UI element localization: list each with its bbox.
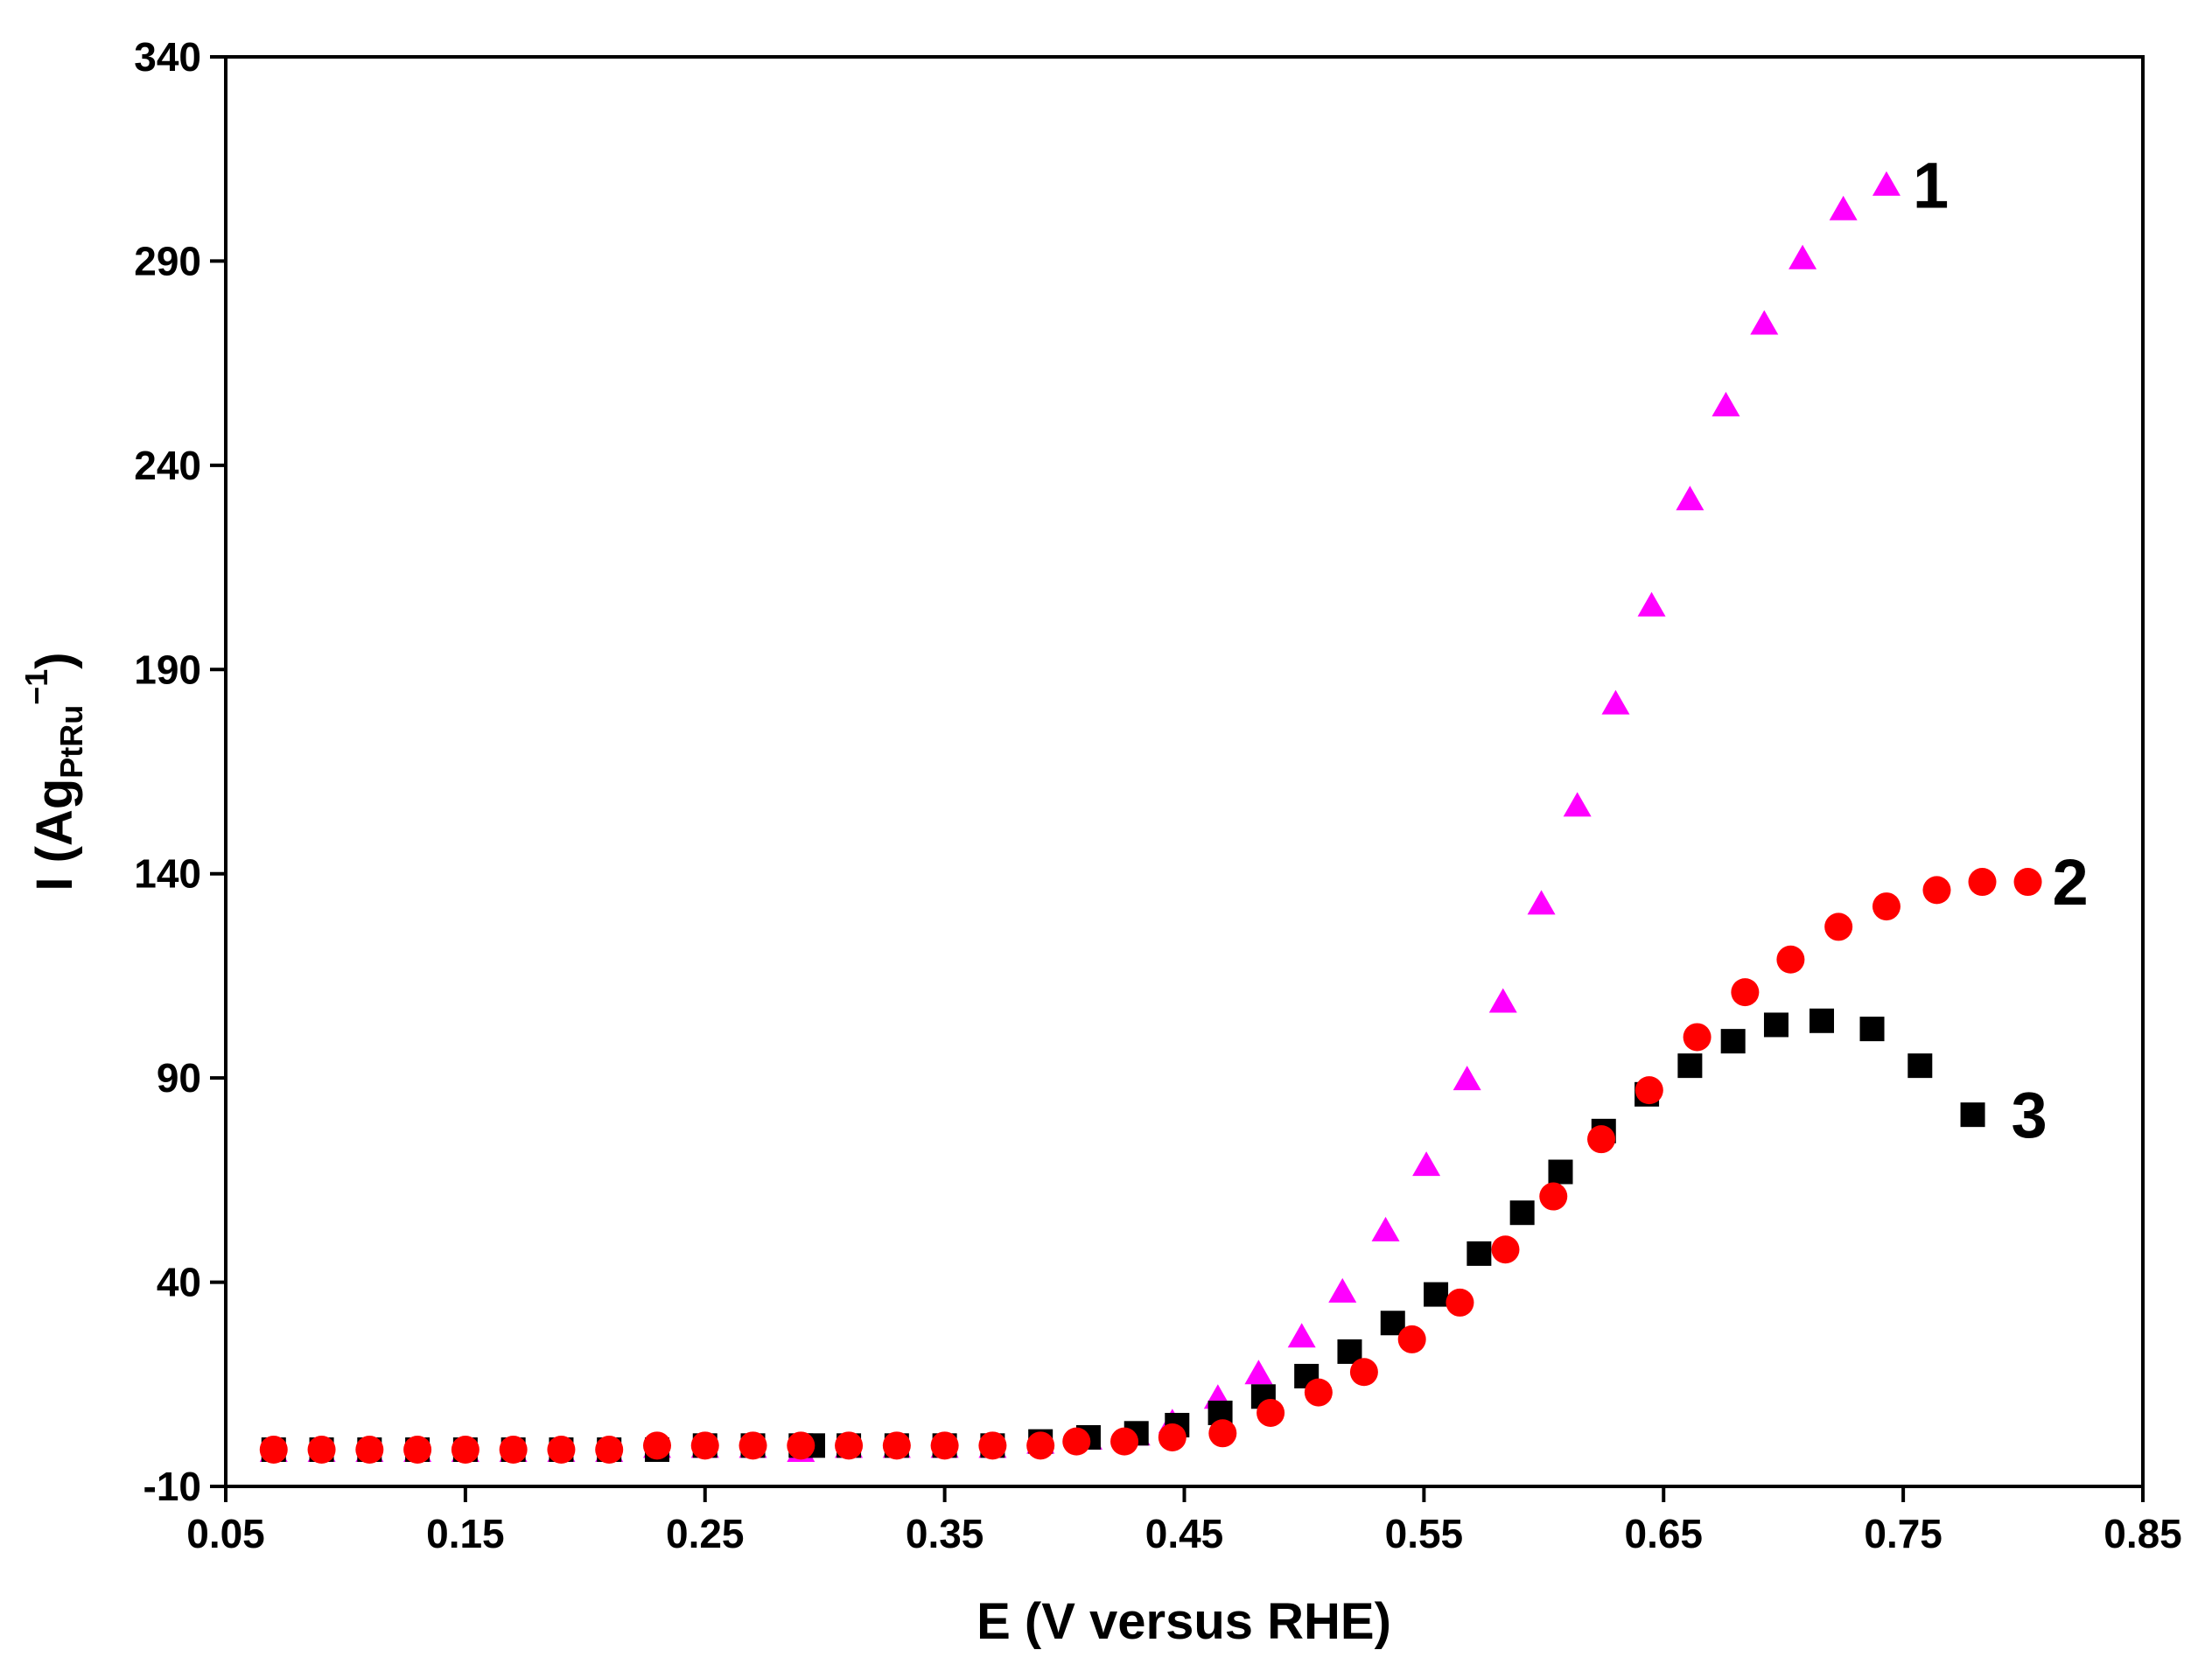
data-point [1062,1427,1091,1456]
data-point [738,1431,767,1460]
x-tick-label: 0.45 [1145,1511,1224,1556]
curve-label-3: 3 [2012,1079,2048,1151]
plot-area [224,55,2145,1488]
data-point [1424,1282,1449,1307]
x-axis: 0.05 0.15 0.25 0.35 0.45 0.55 0.65 0.75 0.85 [186,1486,2182,1556]
data-point [1488,988,1517,1013]
data-point [1968,868,1997,897]
data-point [1634,1076,1663,1105]
x-tick-label: 0.55 [1385,1511,1464,1556]
data-point [1244,1360,1273,1385]
data-point [259,1435,288,1464]
data-point [1720,1029,1746,1054]
data-point [1491,1235,1520,1264]
data-point [1677,1053,1703,1079]
data-series [259,171,2042,1464]
data-point [1601,689,1630,715]
y-tick-label: 340 [134,34,201,80]
data-point [1788,244,1817,269]
data-point [1683,1023,1712,1052]
data-point [451,1435,480,1464]
x-tick-label: 0.75 [1864,1511,1942,1556]
data-point [2013,868,2042,897]
y-tick-label: 190 [134,647,201,692]
data-point [1712,391,1740,416]
y-tick-label: -10 [144,1464,201,1509]
data-point [1908,1053,1933,1079]
data-point [1731,978,1760,1007]
y-axis-title-subscript: PtRu [53,705,89,779]
y-axis-title-superscript: −1 [18,669,54,705]
data-point [1960,1102,1985,1128]
data-point [1397,1325,1426,1353]
x-tick-label: 0.85 [2104,1511,2182,1556]
data-point [1563,792,1592,817]
data-point [1412,1151,1441,1177]
data-point [1466,1241,1492,1266]
data-point [1548,1159,1573,1185]
data-point [1446,1288,1474,1317]
data-point [1776,945,1805,974]
data-point [690,1431,719,1460]
data-point [1287,1323,1316,1348]
data-point [1110,1427,1139,1456]
data-point [1872,171,1900,196]
data-point [1859,1017,1885,1042]
x-tick-label: 0.65 [1624,1511,1703,1556]
y-tick-label: 290 [134,238,201,283]
data-point [1349,1358,1378,1387]
y-axis-title-suffix: ) [26,652,83,668]
data-point [787,1431,816,1460]
data-point [1637,591,1666,617]
y-tick-label: 140 [134,851,201,897]
data-point [1304,1378,1333,1407]
x-tick-label: 0.25 [666,1511,745,1556]
x-tick-label: 0.15 [426,1511,505,1556]
data-point [1371,1216,1400,1241]
data-point [1527,890,1556,915]
data-point [1539,1182,1568,1211]
y-axis: -10 40 90 140 190 240 290 340 [134,34,226,1509]
data-point [1208,1419,1237,1448]
data-point [1256,1398,1285,1427]
data-point [1158,1423,1186,1451]
curve-label-1: 1 [1913,150,1949,222]
data-point [1824,912,1853,941]
data-point [978,1431,1007,1460]
data-point [1810,1008,1835,1033]
data-point [355,1435,384,1464]
data-point [642,1431,671,1460]
y-tick-label: 40 [157,1260,201,1305]
data-point [1452,1066,1481,1091]
data-point [1763,1012,1788,1038]
data-point [1872,892,1900,921]
data-point [930,1431,959,1460]
y-tick-label: 240 [134,443,201,488]
data-point [307,1435,336,1464]
data-point [547,1435,576,1464]
data-point [1587,1125,1616,1154]
curve-label-2: 2 [2053,846,2089,919]
data-point [1509,1200,1535,1226]
data-point [595,1435,624,1464]
x-tick-label: 0.35 [906,1511,984,1556]
data-point [835,1431,864,1460]
y-axis-title: I (AgPtRu−1) [18,652,89,891]
data-point [1829,195,1858,220]
x-axis-title: E (V versus RHE) [976,1593,1391,1650]
data-point [1676,486,1704,511]
curve-labels: 1 2 3 [1913,150,2089,1151]
data-point [1328,1277,1357,1303]
data-point [403,1435,432,1464]
series-2 [259,868,2042,1464]
data-point [1922,876,1951,905]
data-point [1026,1431,1055,1460]
data-point [1750,310,1779,335]
y-axis-title-prefix: I (Ag [26,779,83,891]
x-tick-label: 0.05 [186,1511,265,1556]
data-point [882,1431,911,1460]
y-tick-label: 90 [157,1055,201,1101]
data-point [499,1435,528,1464]
